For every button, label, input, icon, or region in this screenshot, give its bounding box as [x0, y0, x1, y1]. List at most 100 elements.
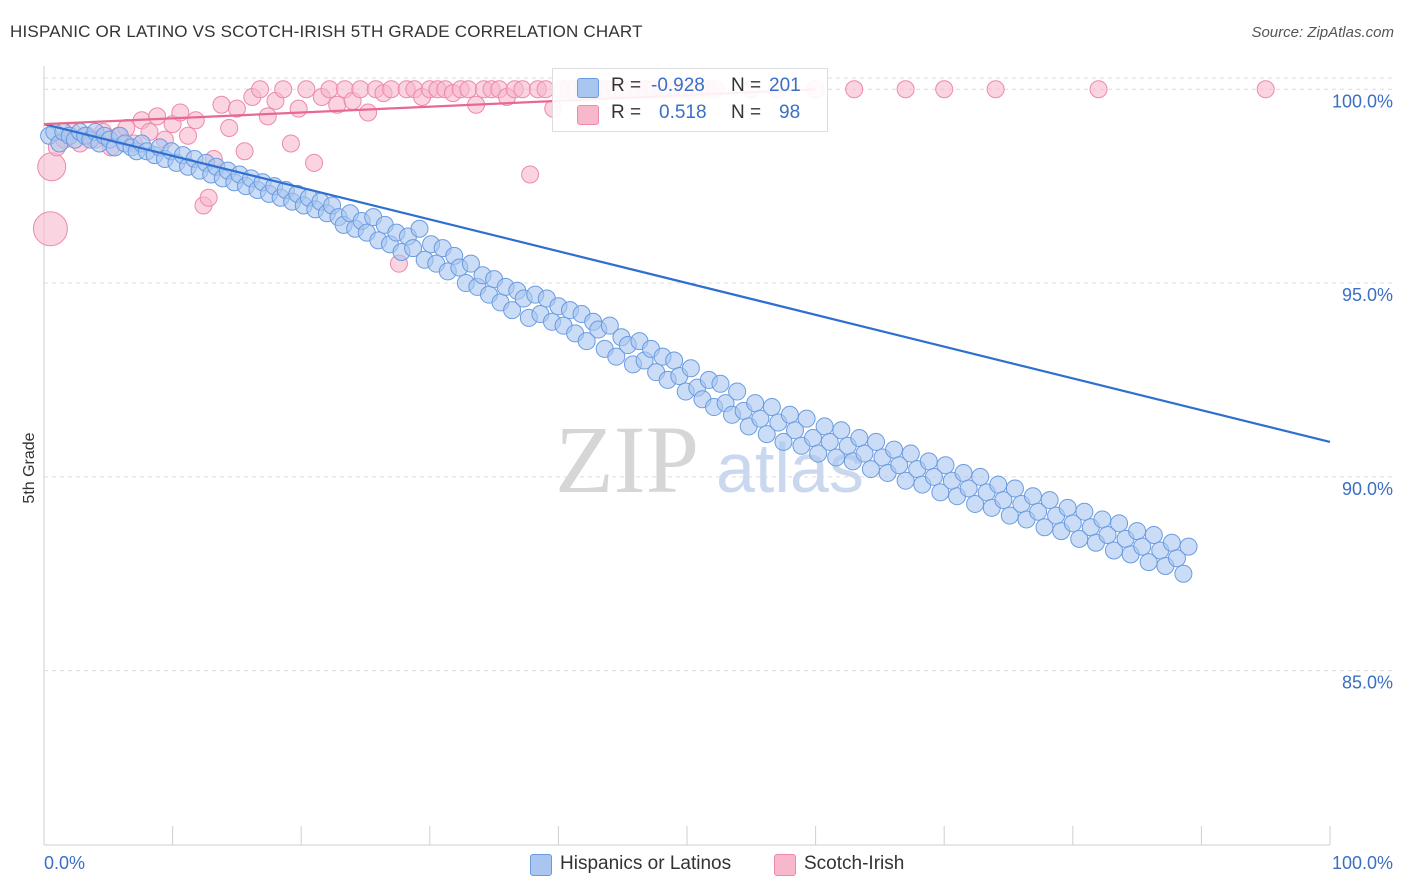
- n-label: N =: [731, 102, 762, 123]
- hispanic-point: [1144, 525, 1163, 544]
- scotch-irish-point: [521, 165, 540, 184]
- legend-swatch-blue: [530, 854, 552, 876]
- hispanic-point: [1174, 564, 1193, 583]
- scotch-irish-point: [845, 80, 864, 99]
- y-tick-label: 95.0%: [1342, 285, 1393, 305]
- scotch-irish-point: [896, 80, 915, 99]
- scotch-irish-point: [513, 80, 532, 99]
- hispanic-point: [1104, 541, 1123, 560]
- scotch-irish-point: [297, 80, 316, 99]
- scotch-irish-point: [274, 80, 293, 99]
- scotch-irish-point: [281, 134, 300, 153]
- legend-label: Scotch-Irish: [804, 853, 905, 874]
- hispanic-point: [577, 332, 596, 351]
- hispanic-point: [936, 456, 955, 475]
- hispanic-point: [885, 440, 904, 459]
- axes: [43, 66, 1331, 846]
- hispanic-point: [959, 479, 978, 498]
- hispanic-point: [786, 421, 805, 440]
- stats-row-scotch-irish: R = 0.518 N = 98: [553, 102, 827, 128]
- hispanic-point: [746, 394, 765, 413]
- hispanic-point: [711, 374, 730, 393]
- hispanic-point: [815, 417, 834, 436]
- scotch-irish-point: [289, 99, 308, 118]
- scotch-irish-point: [351, 80, 370, 99]
- hispanic-point: [901, 444, 920, 463]
- scotch-irish-point: [251, 80, 270, 99]
- hispanic-point: [954, 463, 973, 482]
- scotch-irish-point: [32, 211, 68, 247]
- hispanic-point: [503, 301, 522, 320]
- hispanic-point: [1058, 498, 1077, 517]
- hispanic-point: [966, 494, 985, 513]
- n-value: 201: [769, 75, 801, 96]
- hispanic-point: [1063, 514, 1082, 533]
- scotch-irish-point: [986, 80, 1005, 99]
- scotch-irish-point: [382, 80, 401, 99]
- scotch-irish-point: [227, 99, 246, 118]
- hispanic-point: [1128, 522, 1147, 541]
- hispanic-point: [896, 471, 915, 490]
- r-value: 0.518: [659, 102, 707, 123]
- hispanic-point: [665, 351, 684, 370]
- legend-label: Hispanics or Latinos: [560, 853, 732, 874]
- scotch-irish-point: [220, 119, 239, 138]
- scotch-irish-point: [305, 153, 324, 172]
- chart-title: HISPANIC OR LATINO VS SCOTCH-IRISH 5TH G…: [10, 22, 643, 41]
- y-axis-label: 5th Grade: [21, 432, 38, 503]
- y-tick-label: 90.0%: [1342, 479, 1393, 499]
- r-value: -0.928: [651, 75, 705, 96]
- hispanic-points: [40, 122, 1198, 583]
- legend-swatch-pink: [774, 854, 796, 876]
- hispanic-point: [607, 347, 626, 366]
- hispanic-point: [809, 444, 828, 463]
- scotch-irish-point: [1089, 80, 1108, 99]
- n-value: 98: [779, 102, 801, 123]
- tick-labels: 85.0% 90.0% 95.0% 100.0% 0.0% 100.0%: [44, 91, 1393, 873]
- n-label: N =: [731, 75, 762, 96]
- scotch-irish-point: [935, 80, 954, 99]
- scotch-irish-point: [212, 95, 231, 114]
- hispanic-point: [861, 460, 880, 479]
- hispanic-point: [461, 254, 480, 273]
- hispanic-point: [994, 491, 1013, 510]
- hispanic-point: [757, 425, 776, 444]
- hispanic-point: [1133, 537, 1152, 556]
- hispanic-point: [890, 456, 909, 475]
- watermark: ZIP atlas: [555, 406, 864, 513]
- watermark-zip: ZIP: [555, 406, 699, 513]
- hispanic-point: [989, 475, 1008, 494]
- hispanic-point: [1000, 506, 1019, 525]
- hispanic-point: [1179, 537, 1198, 556]
- series-legend: Hispanics or Latinos Scotch-Irish: [0, 852, 1406, 878]
- y-tick-label: 85.0%: [1342, 673, 1393, 693]
- hispanic-trendline: [43, 123, 1331, 444]
- x-tick-label: 100.0%: [1332, 853, 1393, 873]
- scotch-irish-point: [235, 142, 254, 161]
- hispanic-point: [1167, 549, 1186, 568]
- hispanic-point: [1070, 529, 1089, 548]
- legend-swatch-pink: [577, 105, 599, 125]
- hispanic-point: [1029, 502, 1048, 521]
- hispanic-point: [1098, 525, 1117, 544]
- hispanic-point: [1139, 553, 1158, 572]
- chart-source: Source: ZipAtlas.com: [1251, 24, 1394, 41]
- hispanic-point: [410, 219, 429, 238]
- hispanic-point: [774, 432, 793, 451]
- hispanic-point: [780, 405, 799, 424]
- gridlines: [44, 77, 1394, 672]
- scotch-irish-point: [1256, 80, 1275, 99]
- hispanic-point: [919, 452, 938, 471]
- hispanic-point: [820, 432, 839, 451]
- hispanic-point: [728, 382, 747, 401]
- hispanic-point: [971, 467, 990, 486]
- scotch-irish-point: [148, 107, 167, 126]
- hispanic-point: [1035, 518, 1054, 537]
- hispanic-point: [1005, 479, 1024, 498]
- hispanic-point: [797, 409, 816, 428]
- hispanic-point: [931, 483, 950, 502]
- hispanic-point: [1162, 533, 1181, 552]
- scotch-irish-point: [320, 80, 339, 99]
- hispanic-point: [832, 421, 851, 440]
- scotch-irish-point: [37, 152, 67, 182]
